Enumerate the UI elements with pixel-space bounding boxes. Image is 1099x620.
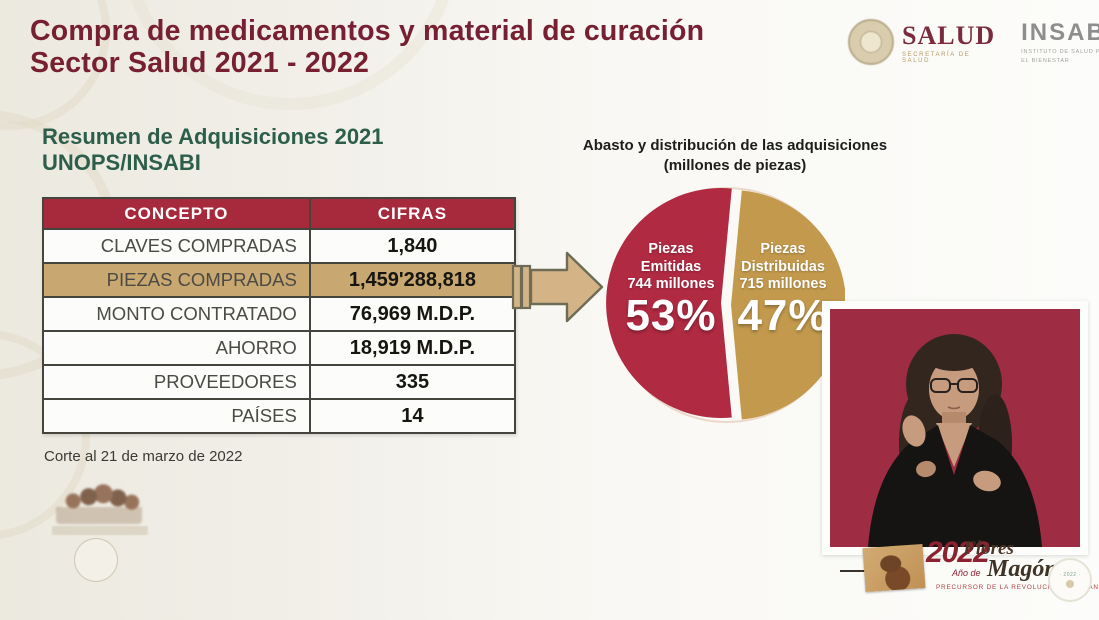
table-row: PAÍSES 14: [42, 398, 517, 434]
pie-percent-emitidas: 53%: [625, 291, 717, 340]
people-photo-watermark: [56, 482, 142, 524]
pen-drawing-detail: [840, 570, 866, 572]
pie-label-emitidas: Piezas Emitidas 744 millones: [627, 241, 715, 293]
table-row: AHORRO 18,919 M.D.P.: [42, 330, 517, 366]
government-seal-icon: [848, 19, 894, 65]
salud-logo-subtitle: SECRETARÍA DE SALUD: [902, 51, 971, 64]
salud-logo: SALUD SECRETARÍA DE SALUD: [902, 21, 995, 64]
flores-magon-wordmark: 2022 Flores Año de Magón PRECURSOR DE LA…: [926, 536, 1099, 591]
logo-year: 2022: [926, 536, 990, 569]
pie-slice-emitidas: [606, 188, 732, 418]
flores-magon-logo: 2022 Flores Año de Magón PRECURSOR DE LA…: [840, 536, 1099, 598]
summary-table: CONCEPTO CIFRAS CLAVES COMPRADAS 1,840 P…: [42, 197, 517, 434]
slide-title-line2: Sector Salud 2021 - 2022: [30, 46, 370, 79]
summary-heading: Resumen de Adquisiciones 2021 UNOPS/INSA…: [42, 124, 384, 175]
logo-subtitle: PRECURSOR DE LA REVOLUCIÓN MEXICANA: [936, 584, 1099, 591]
pie-percent-distribuidas: 47%: [737, 291, 829, 340]
pie-chart-svg: [606, 187, 847, 423]
column-header-concepto: CONCEPTO: [42, 197, 311, 230]
sign-language-interpreter-video: [822, 301, 1088, 555]
header-logos: SALUD SECRETARÍA DE SALUD INSABI INSTITU…: [848, 14, 1099, 70]
seal-watermark: [74, 538, 118, 582]
chart-title: Abasto y distribución de las adquisicion…: [582, 137, 888, 174]
pie-label-distribuidas: Piezas Distribuidas 715 millones: [739, 241, 827, 293]
interpreter-figure: [830, 309, 1080, 547]
table-row: CLAVES COMPRADAS 1,840: [42, 228, 517, 264]
insabi-logo: INSABI INSTITUTO DE SALUD PARA EL BIENES…: [1021, 19, 1099, 65]
flores-magon-portrait: [862, 543, 926, 593]
right-arrow-icon: [511, 251, 604, 323]
slide-title: Compra de medicamentos y material de cur…: [30, 15, 840, 80]
footer-seal-icon: · 2022 ·: [1048, 558, 1092, 602]
logo-ano-de: Año de: [952, 568, 981, 578]
insabi-logo-subtitle: INSTITUTO DE SALUD PARA EL BIENESTAR: [1021, 49, 1099, 64]
logo-magon: Magón: [986, 556, 1058, 582]
table-header-row: CONCEPTO CIFRAS: [42, 197, 517, 230]
slide-title-line1: Compra de medicamentos y material de cur…: [30, 15, 705, 47]
watermark-caption: [52, 526, 148, 535]
pie-chart: Piezas Emitidas 744 millones Piezas Dist…: [605, 183, 847, 423]
salud-logo-text: SALUD: [902, 20, 996, 50]
column-header-cifras: CIFRAS: [308, 197, 517, 230]
logo-flores: Flores: [963, 538, 1014, 559]
table-row: MONTO CONTRATADO 76,969 M.D.P.: [42, 296, 517, 332]
pie-slice-distribuidas: [731, 190, 847, 420]
data-cutoff-note: Corte al 21 de marzo de 2022: [44, 448, 243, 465]
table-row: PROVEEDORES 335: [42, 364, 517, 400]
insabi-logo-text: INSABI: [1021, 19, 1099, 47]
table-row-highlighted: PIEZAS COMPRADAS 1,459'288,818: [42, 262, 517, 298]
